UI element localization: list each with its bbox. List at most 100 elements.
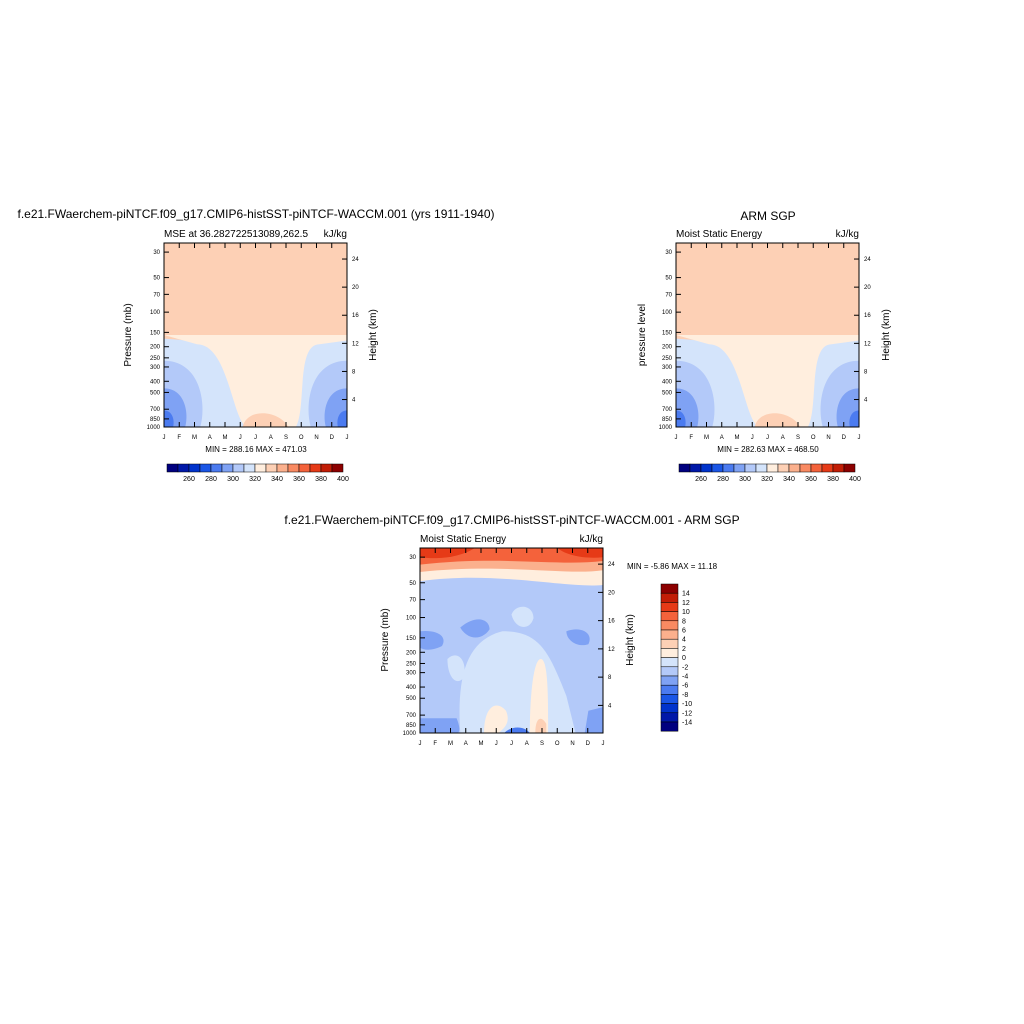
y-tick-label: 100 bbox=[662, 310, 673, 316]
colorbar-tick-label: -8 bbox=[682, 692, 688, 699]
colorbar-box bbox=[309, 463, 322, 473]
panel-model-title: f.e21.FWaerchem-piNTCF.f09_g17.CMIP6-his… bbox=[17, 207, 494, 221]
y-tick-label: 850 bbox=[662, 417, 673, 423]
y-tick-label: 500 bbox=[662, 390, 673, 396]
x-tick-label: J bbox=[419, 741, 422, 747]
x-tick-label: J bbox=[858, 435, 861, 441]
y-tick-label: 70 bbox=[665, 292, 672, 298]
x-tick-label: N bbox=[570, 741, 574, 747]
height-tick-label: 24 bbox=[608, 562, 615, 568]
x-tick-label: A bbox=[208, 435, 212, 441]
contour-band bbox=[504, 727, 530, 733]
x-tick-label: A bbox=[269, 435, 273, 441]
panel-model-variable-label: MSE at 36.282722513089,262.5 bbox=[164, 229, 308, 240]
colorbar-tick-label: 380 bbox=[315, 476, 327, 483]
x-tick-label: M bbox=[704, 435, 709, 441]
panel-obs-variable-label: Moist Static Energy bbox=[676, 229, 762, 240]
y-tick-label: 700 bbox=[150, 407, 161, 413]
colorbar-box bbox=[744, 463, 757, 473]
panel-obs-contour-field bbox=[676, 243, 859, 427]
colorbar-tick-label: 0 bbox=[682, 655, 686, 662]
x-tick-label: D bbox=[586, 741, 591, 747]
y-tick-label: 300 bbox=[150, 365, 161, 371]
panel-obs-axes: J F M A M J J A S O N D J 30 50 70 100 150 200 250 300 400 500… bbox=[659, 243, 871, 441]
colorbar-tick-label: 14 bbox=[682, 591, 690, 598]
contour-band bbox=[242, 413, 289, 427]
colorbar-tick-label: -14 bbox=[682, 720, 692, 727]
x-tick-label: J bbox=[675, 435, 678, 441]
colorbar-box bbox=[700, 463, 713, 473]
colorbar-box bbox=[660, 684, 679, 695]
y-tick-label: 100 bbox=[150, 310, 161, 316]
height-tick-label: 24 bbox=[352, 257, 359, 263]
colorbar-box bbox=[660, 675, 679, 686]
panel-model-minmax: MIN = 288.16 MAX = 471.03 bbox=[205, 445, 307, 454]
y-tick-label: 850 bbox=[150, 417, 161, 423]
contour-band bbox=[460, 619, 490, 638]
colorbar-box bbox=[660, 666, 679, 677]
panel-obs-minmax: MIN = 282.63 MAX = 468.50 bbox=[717, 445, 819, 454]
panel-diff-ylabel-right: Height (km) bbox=[625, 614, 636, 666]
colorbar-box bbox=[254, 463, 267, 473]
colorbar-tick-label: 320 bbox=[761, 476, 773, 483]
x-tick-label: S bbox=[284, 435, 288, 441]
panel-obs-title: ARM SGP bbox=[740, 209, 795, 223]
x-tick-label: S bbox=[796, 435, 800, 441]
colorbar-box bbox=[276, 463, 289, 473]
panel-obs-ylabel: pressure level bbox=[637, 304, 648, 366]
panel-diff: f.e21.FWaerchem-piNTCF.f09_g17.CMIP6-his… bbox=[284, 513, 739, 747]
y-tick-label: 70 bbox=[409, 598, 416, 604]
colorbar-box bbox=[689, 463, 702, 473]
colorbar-box bbox=[660, 703, 679, 714]
panel-obs-colorbar: 260 280 300 320 340 360 380 400 bbox=[678, 463, 861, 483]
y-tick-label: 400 bbox=[406, 685, 417, 691]
panel-model: f.e21.FWaerchem-piNTCF.f09_g17.CMIP6-his… bbox=[17, 207, 494, 483]
height-tick-label: 8 bbox=[864, 369, 868, 375]
colorbar-box bbox=[221, 463, 234, 473]
contour-band bbox=[484, 705, 508, 733]
panel-model-contour-field bbox=[164, 243, 347, 427]
x-tick-label: J bbox=[766, 435, 769, 441]
height-tick-label: 16 bbox=[352, 313, 359, 319]
contour-band bbox=[557, 548, 603, 558]
colorbar-box bbox=[660, 721, 679, 732]
colorbar-box bbox=[788, 463, 801, 473]
x-tick-label: F bbox=[177, 435, 181, 441]
colorbar-tick-label: -6 bbox=[682, 683, 688, 690]
x-tick-label: J bbox=[751, 435, 754, 441]
colorbar-box bbox=[660, 620, 679, 631]
colorbar-tick-label: 320 bbox=[249, 476, 261, 483]
y-tick-label: 150 bbox=[150, 330, 161, 336]
colorbar-box bbox=[843, 463, 856, 473]
contour-band bbox=[420, 630, 444, 650]
contour-band bbox=[511, 606, 534, 627]
contour-band bbox=[337, 410, 347, 427]
panel-diff-title: f.e21.FWaerchem-piNTCF.f09_g17.CMIP6-his… bbox=[284, 513, 739, 527]
height-tick-label: 4 bbox=[352, 398, 356, 404]
colorbar-tick-label: 2 bbox=[682, 646, 686, 653]
x-tick-label: O bbox=[555, 741, 560, 747]
x-tick-label: S bbox=[540, 741, 544, 747]
colorbar-tick-label: 300 bbox=[227, 476, 239, 483]
x-tick-label: D bbox=[330, 435, 335, 441]
y-tick-label: 50 bbox=[665, 276, 672, 282]
height-tick-label: 16 bbox=[608, 619, 615, 625]
colorbar-tick-label: 360 bbox=[805, 476, 817, 483]
colorbar-tick-label: 340 bbox=[783, 476, 795, 483]
height-tick-label: 16 bbox=[864, 313, 871, 319]
panel-diff-minmax: MIN = -5.86 MAX = 11.18 bbox=[627, 562, 718, 571]
height-tick-label: 20 bbox=[864, 285, 871, 291]
x-tick-label: F bbox=[689, 435, 693, 441]
y-tick-label: 70 bbox=[153, 292, 160, 298]
height-tick-label: 4 bbox=[608, 703, 612, 709]
colorbar-box bbox=[660, 602, 679, 612]
height-tick-label: 4 bbox=[864, 398, 868, 404]
colorbar-box bbox=[320, 463, 333, 473]
colorbar-box bbox=[660, 629, 679, 640]
y-tick-label: 30 bbox=[665, 250, 672, 256]
colorbar-box bbox=[287, 463, 300, 473]
panel-diff-ylabel: Pressure (mb) bbox=[380, 608, 391, 671]
colorbar-box bbox=[660, 694, 679, 704]
y-tick-label: 250 bbox=[150, 356, 161, 362]
